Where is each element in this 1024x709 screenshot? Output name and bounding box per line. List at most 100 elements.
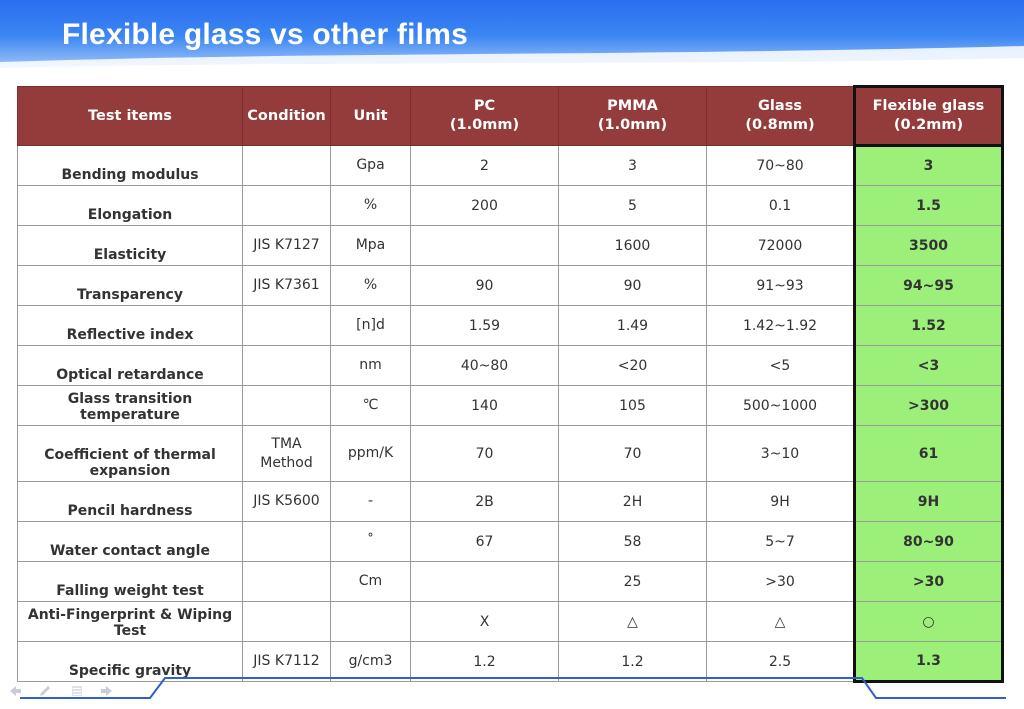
cell-pc: 1.59 [410, 305, 559, 346]
col-header-pmma: PMMA (1.0mm) [558, 86, 707, 146]
pen-icon[interactable] [38, 683, 52, 697]
row-unit: [n]d [330, 305, 411, 346]
cell-glass: 2.5 [706, 641, 855, 682]
cell-pmma: 58 [558, 521, 707, 562]
row-item: Transparency [17, 265, 243, 306]
cell-flexible-glass: 94~95 [853, 265, 1004, 306]
row-condition: JIS K5600 [242, 481, 331, 522]
cell-pc: X [410, 601, 559, 642]
header-row: Test items Condition Unit PC (1.0mm) PMM… [17, 85, 1004, 147]
title-band: Flexible glass vs other films [0, 0, 1024, 80]
cell-flexible-glass: <3 [853, 345, 1004, 386]
table-row: Glass transition temperature ℃ 140 105 500~1… [17, 385, 1004, 426]
table-row: Elasticity JIS K7127 Mpa 1600 72000 3500 [17, 225, 1004, 266]
row-item: Glass transition temperature [17, 385, 243, 426]
cell-glass: <5 [706, 345, 855, 386]
cell-flexible-glass: 80~90 [853, 521, 1004, 562]
cell-flexible-glass: 1.3 [853, 641, 1004, 683]
cell-pmma: 1600 [558, 225, 707, 266]
cell-pmma: 105 [558, 385, 707, 426]
menu-icon[interactable] [70, 683, 84, 697]
cell-flexible-glass: 3 [853, 145, 1004, 186]
row-unit: - [330, 481, 411, 522]
row-item: Specific gravity [17, 641, 243, 682]
cell-pc: 140 [410, 385, 559, 426]
title-band-swoosh [0, 46, 1024, 80]
row-unit: ˚ [330, 521, 411, 562]
row-item: Pencil hardness [17, 481, 243, 522]
row-unit: Cm [330, 561, 411, 602]
cell-pc: 2B [410, 481, 559, 522]
row-item: Anti-Fingerprint & Wiping Test [17, 601, 243, 642]
row-condition: JIS K7127 [242, 225, 331, 266]
table-row: Pencil hardness JIS K5600-2B 2H 9H 9H [17, 481, 1004, 522]
cell-glass: 500~1000 [706, 385, 855, 426]
table-row: Coefficient of thermal expansion TMA Meth… [17, 425, 1004, 482]
cell-glass: 1.42~1.92 [706, 305, 855, 346]
cell-flexible-glass: 3500 [853, 225, 1004, 266]
row-condition [242, 145, 331, 186]
cell-pc: 40~80 [410, 345, 559, 386]
row-condition [242, 521, 331, 562]
table-row: Water contact angle ˚ 67 58 5~7 80~90 [17, 521, 1004, 562]
table-body: Bending modulus Gpa 2 3 70~80 3 Elongation% 200… [17, 145, 1004, 683]
cell-pc: 90 [410, 265, 559, 306]
row-condition: JIS K7361 [242, 265, 331, 306]
row-condition [242, 305, 331, 346]
cell-flexible-glass: ○ [853, 601, 1004, 642]
comparison-table: Test items Condition Unit PC (1.0mm) PMM… [17, 85, 1004, 683]
cell-pmma: 25 [558, 561, 707, 602]
cell-pc: 2 [410, 145, 559, 186]
prev-arrow-icon[interactable] [8, 683, 22, 697]
row-item: Elongation [17, 185, 243, 226]
footer-decoration [20, 677, 1006, 699]
row-item: Coefficient of thermal expansion [17, 425, 243, 482]
table-row: Bending modulus Gpa 2 3 70~80 3 [17, 145, 1004, 186]
row-item: Bending modulus [17, 145, 243, 186]
cell-glass: 72000 [706, 225, 855, 266]
table-row: Specific gravity JIS K7112 g/cm3 1.2 1.2 2.5 1… [17, 641, 1004, 683]
cell-glass: 0.1 [706, 185, 855, 226]
cell-pc [410, 225, 559, 266]
row-condition [242, 185, 331, 226]
cell-flexible-glass: 61 [853, 425, 1004, 482]
cell-pmma: 2H [558, 481, 707, 522]
cell-pmma: △ [558, 601, 707, 642]
cell-glass: 91~93 [706, 265, 855, 306]
cell-pmma: 90 [558, 265, 707, 306]
cell-pc [410, 561, 559, 602]
row-unit: ℃ [330, 385, 411, 426]
cell-glass: 70~80 [706, 145, 855, 186]
row-unit: Mpa [330, 225, 411, 266]
row-unit [330, 601, 411, 642]
page-title: Flexible glass vs other films [62, 18, 468, 51]
cell-flexible-glass: >30 [853, 561, 1004, 602]
row-unit: Gpa [330, 145, 411, 186]
row-unit: g/cm3 [330, 641, 411, 682]
col-header-unit: Unit [330, 86, 411, 146]
cell-pc: 70 [410, 425, 559, 482]
row-condition: JIS K7112 [242, 641, 331, 682]
row-condition [242, 385, 331, 426]
cell-pmma: <20 [558, 345, 707, 386]
row-item: Optical retardance [17, 345, 243, 386]
cell-pmma: 5 [558, 185, 707, 226]
row-condition [242, 601, 331, 642]
table-row: Anti-Fingerprint & Wiping Test X △ △ ○ [17, 601, 1004, 642]
col-header-pc: PC (1.0mm) [410, 86, 559, 146]
row-item: Water contact angle [17, 521, 243, 562]
cell-glass: 9H [706, 481, 855, 522]
table-row: Reflective index [n]d 1.59 1.49 1.42~1.92 1.5… [17, 305, 1004, 346]
row-item: Elasticity [17, 225, 243, 266]
next-arrow-icon[interactable] [100, 683, 114, 697]
row-unit: nm [330, 345, 411, 386]
table-row: Elongation% 200 5 0.1 1.5 [17, 185, 1004, 226]
table-row: Falling weight test Cm 25 >30 >30 [17, 561, 1004, 602]
row-unit: % [330, 265, 411, 306]
col-header-flexible-glass: Flexible glass (0.2mm) [853, 85, 1004, 147]
col-header-condition: Condition [242, 86, 331, 146]
row-unit: % [330, 185, 411, 226]
row-condition [242, 561, 331, 602]
cell-flexible-glass: 1.52 [853, 305, 1004, 346]
cell-flexible-glass: 9H [853, 481, 1004, 522]
